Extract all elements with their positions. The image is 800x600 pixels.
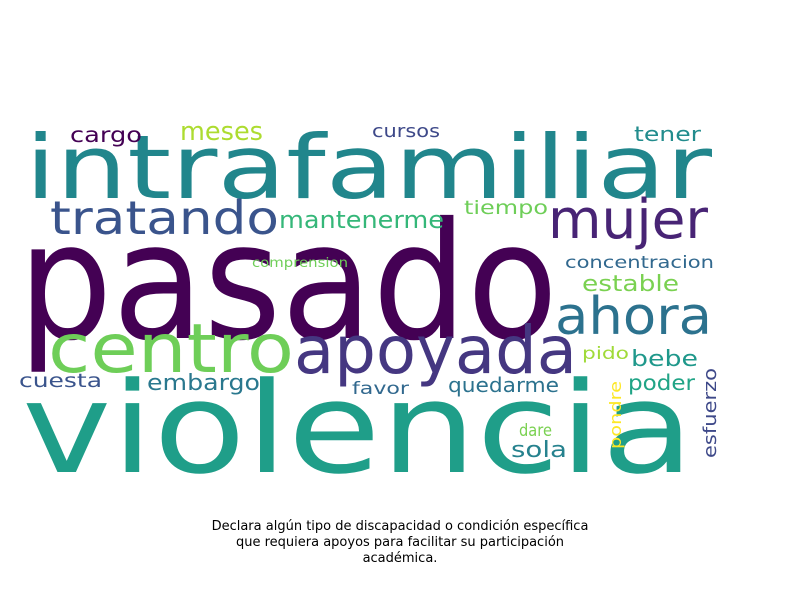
- word-sola: sola: [511, 438, 567, 463]
- word-poder: poder: [628, 371, 695, 395]
- word-apoyada: apoyada: [294, 312, 577, 389]
- figure-caption: Declara algún tipo de discapacidad o con…: [150, 519, 650, 567]
- word-intrafamiliar: intrafamiliar: [25, 116, 713, 219]
- word-estable: estable: [582, 272, 679, 297]
- word-favor: favor: [352, 379, 409, 399]
- word-cuesta: cuesta: [19, 370, 102, 392]
- word-dare: dare: [519, 421, 552, 441]
- word-concentracion: concentracion: [565, 253, 714, 273]
- word-mujer: mujer: [548, 188, 709, 251]
- word-tener: tener: [634, 122, 702, 146]
- word-centro: centro: [48, 310, 294, 389]
- word-embargo: embargo: [147, 371, 260, 396]
- caption-line-2: que requiera apoyos para facilitar su pa…: [235, 535, 565, 550]
- word-meses: meses: [180, 117, 263, 147]
- caption-line-1: Declara algún tipo de discapacidad o con…: [211, 519, 589, 534]
- word-pido: pido: [582, 344, 629, 364]
- word-esfuerzo: esfuerzo: [700, 368, 721, 458]
- word-pondre: pondre: [606, 381, 625, 449]
- word-violencia: violencia: [22, 355, 694, 502]
- word-tiempo: tiempo: [464, 197, 548, 219]
- word-cursos: cursos: [372, 121, 440, 142]
- word-quedarme: quedarme: [448, 373, 559, 397]
- word-pasado: pasado: [18, 189, 558, 377]
- caption-line-3: académica.: [362, 551, 438, 566]
- word-bebe: bebe: [631, 347, 698, 372]
- word-cargo: cargo: [70, 123, 142, 147]
- word-comprension: comprension: [252, 256, 348, 271]
- word-mantenerme: mantenerme: [279, 206, 444, 234]
- word-ahora: ahora: [555, 287, 712, 347]
- word-tratando: tratando: [50, 191, 279, 245]
